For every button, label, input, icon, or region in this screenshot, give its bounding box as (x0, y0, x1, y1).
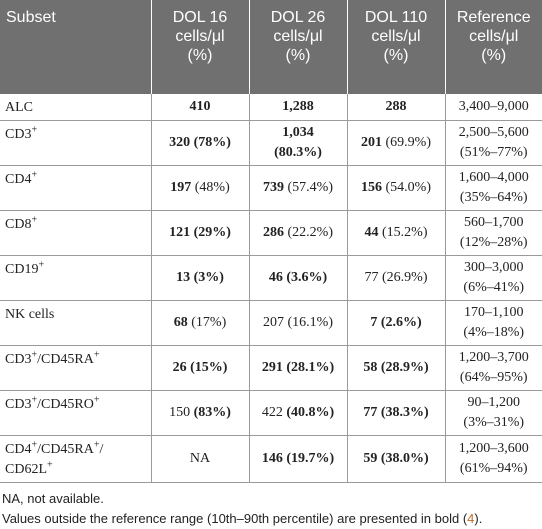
table-row: CD3+/CD45RO+ 150 (83%) 422 (40.8%) 77 (38.3… (0, 390, 542, 436)
value-cell-d110: 201 (69.9%) (346, 120, 445, 166)
reference-cell: 170–1,100 (4%–18%) (444, 300, 542, 346)
immunophenotype-table: Subset DOL 16 cells/μl (%) DOL 26 cells/μl(… (0, 0, 542, 483)
value-cell-d26: 422 (40.8%) (248, 390, 347, 436)
subset-cell: ALC (0, 94, 151, 121)
table-row: CD19+ 13 (3%) 46 (3.6%) 77 (26.9%) 300–3,000… (0, 255, 542, 301)
value-cell-d110: 59 (38.0%) (346, 435, 445, 483)
subset-cell: CD3+ (0, 120, 151, 166)
reference-cell: 560–1,700 (12%–28%) (444, 210, 542, 256)
footnote-bold-explanation: Values outside the reference range (10th… (2, 511, 483, 526)
value-cell-d26: 1,034 (80.3%) (248, 120, 347, 166)
header-dol110: DOL 110 cells/μl (%) (346, 0, 445, 94)
header-dol26: DOL 26 cells/μl (%) (248, 0, 347, 94)
value-cell-d110: 288 (346, 94, 445, 121)
table-row: CD4+ 197 (48%) 739 (57.4%) 156 (54.0%) 1,600… (0, 165, 542, 211)
value-cell-d16: 197 (48%) (150, 165, 249, 211)
reference-cell: 1,200–3,700 (64%–95%) (444, 345, 542, 391)
value-cell-d26: 739 (57.4%) (248, 165, 347, 211)
subset-cell: CD8+ (0, 210, 151, 256)
table-row: CD4+/CD45RA+/CD62L+ NA 146 (19.7%) 59 (38.0… (0, 435, 542, 483)
reference-link[interactable]: 4 (467, 511, 475, 526)
value-cell-d16: 410 (150, 94, 249, 121)
table-row: CD3+ 320 (78%) 1,034 (80.3%) 201 (69.9%) 2,50… (0, 120, 542, 166)
reference-cell: 300–3,000 (6%–41%) (444, 255, 542, 301)
reference-cell: 2,500–5,600 (51%–77%) (444, 120, 542, 166)
reference-cell: 90–1,200 (3%–31%) (444, 390, 542, 436)
value-cell-d26: 291 (28.1%) (248, 345, 347, 391)
value-cell-d16: NA (150, 435, 249, 483)
subset-cell: CD4+/CD45RA+/CD62L+ (0, 435, 151, 483)
value-cell-d110: 58 (28.9%) (346, 345, 445, 391)
value-cell-d110: 77 (26.9%) (346, 255, 445, 301)
subset-cell: CD3+/CD45RO+ (0, 390, 151, 436)
value-cell-d110: 77 (38.3%) (346, 390, 445, 436)
value-cell-d16: 150 (83%) (150, 390, 249, 436)
subset-cell: CD4+ (0, 165, 151, 211)
value-cell-d26: 1,288 (248, 94, 347, 121)
value-cell-d26: 46 (3.6%) (248, 255, 347, 301)
value-cell-d26: 286 (22.2%) (248, 210, 347, 256)
footnote-na: NA, not available. (2, 491, 104, 506)
value-cell-d110: 7 (2.6%) (346, 300, 445, 346)
table-row: CD3+/CD45RA+ 26 (15%) 291 (28.1%) 58 (28.9%… (0, 345, 542, 391)
value-cell-d16: 121 (29%) (150, 210, 249, 256)
value-cell-d26: 207 (16.1%) (248, 300, 347, 346)
value-cell-d16: 68 (17%) (150, 300, 249, 346)
value-cell-d16: 26 (15%) (150, 345, 249, 391)
reference-cell: 3,400–9,000 (444, 94, 542, 121)
value-cell-d110: 156 (54.0%) (346, 165, 445, 211)
header-row: Subset DOL 16 cells/μl (%) DOL 26 cells/μl(… (0, 0, 542, 94)
header-subset: Subset (0, 0, 151, 94)
reference-cell: 1,200–3,600 (61%–94%) (444, 435, 542, 483)
subset-cell: CD19+ (0, 255, 151, 301)
reference-cell: 1,600–4,000 (35%–64%) (444, 165, 542, 211)
table-row: ALC 410 1,288 288 3,400–9,000 (0, 94, 542, 121)
subset-cell: CD3+/CD45RA+ (0, 345, 151, 391)
value-cell-d16: 320 (78%) (150, 120, 249, 166)
table-row: NK cells 68 (17%) 207 (16.1%) 7 (2.6%) 170–1… (0, 300, 542, 346)
header-reference: Reference cells/μl (%) (444, 0, 542, 94)
value-cell-d26: 146 (19.7%) (248, 435, 347, 483)
subset-cell: NK cells (0, 300, 151, 346)
table-row: CD8+ 121 (29%) 286 (22.2%) 44 (15.2%) 560–1,… (0, 210, 542, 256)
value-cell-d16: 13 (3%) (150, 255, 249, 301)
value-cell-d110: 44 (15.2%) (346, 210, 445, 256)
footnotes: NA, not available. Values outside the re… (0, 483, 542, 529)
header-dol16: DOL 16 cells/μl (%) (150, 0, 249, 94)
